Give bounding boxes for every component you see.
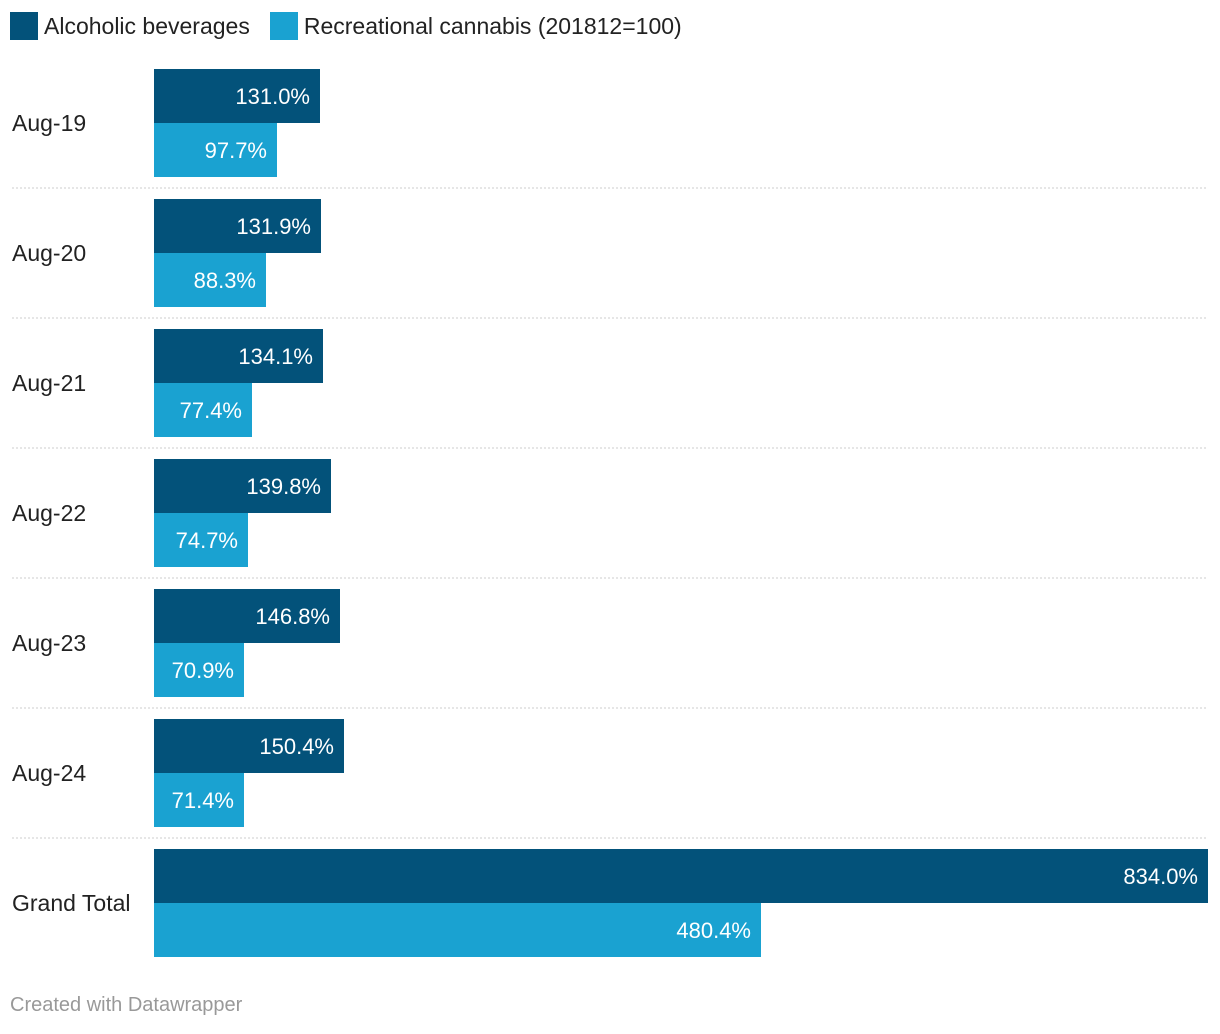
- category-label-aug-23: Aug-23: [12, 630, 86, 656]
- legend-label-alcoholic-beverages: Alcoholic beverages: [44, 12, 250, 39]
- bar-recreational-cannabis-aug-21: [154, 383, 252, 437]
- data-label-recreational-cannabis-grand-total: 480.4%: [676, 918, 751, 943]
- bar-recreational-cannabis-aug-19: [154, 123, 277, 177]
- data-label-alcoholic-beverages-grand-total: 834.0%: [1123, 864, 1198, 889]
- footer-credit: Created with Datawrapper: [10, 994, 243, 1016]
- bar-recreational-cannabis-aug-22: [154, 513, 248, 567]
- data-label-recreational-cannabis-aug-20: 88.3%: [194, 268, 256, 293]
- data-label-recreational-cannabis-aug-23: 70.9%: [172, 658, 234, 683]
- data-label-alcoholic-beverages-aug-22: 139.8%: [246, 474, 321, 499]
- category-label-aug-21: Aug-21: [12, 370, 86, 396]
- data-label-recreational-cannabis-aug-24: 71.4%: [172, 788, 234, 813]
- data-label-alcoholic-beverages-aug-20: 131.9%: [236, 214, 311, 239]
- data-label-alcoholic-beverages-aug-19: 131.0%: [235, 84, 310, 109]
- data-label-recreational-cannabis-aug-22: 74.7%: [176, 528, 238, 553]
- data-label-alcoholic-beverages-aug-24: 150.4%: [259, 734, 334, 759]
- legend-item-recreational-cannabis: Recreational cannabis (201812=100): [269, 12, 682, 40]
- legend: Alcoholic beverages Recreational cannabi…: [10, 12, 702, 40]
- category-label-grand-total: Grand Total: [12, 890, 130, 916]
- bar-alcoholic-beverages-aug-23: [154, 589, 340, 643]
- bar-alcoholic-beverages-aug-22: [154, 459, 331, 513]
- legend-swatch-recreational-cannabis: [269, 12, 298, 40]
- bar-recreational-cannabis-grand-total: [154, 903, 761, 957]
- bar-recreational-cannabis-aug-20: [154, 253, 266, 307]
- data-label-recreational-cannabis-aug-21: 77.4%: [180, 398, 242, 423]
- bar-alcoholic-beverages-aug-19: [154, 69, 320, 123]
- data-label-recreational-cannabis-aug-19: 97.7%: [205, 138, 267, 163]
- bar-alcoholic-beverages-aug-21: [154, 329, 323, 383]
- bar-alcoholic-beverages-aug-24: [154, 719, 344, 773]
- bar-recreational-cannabis-aug-23: [154, 643, 244, 697]
- category-label-aug-24: Aug-24: [12, 760, 86, 786]
- legend-label-recreational-cannabis: Recreational cannabis (201812=100): [303, 12, 682, 39]
- category-label-aug-19: Aug-19: [12, 110, 86, 136]
- data-label-alcoholic-beverages-aug-21: 134.1%: [238, 344, 313, 369]
- bar-recreational-cannabis-aug-24: [154, 773, 244, 827]
- category-label-aug-20: Aug-20: [12, 240, 86, 266]
- bar-alcoholic-beverages-grand-total: [154, 849, 1208, 903]
- legend-item-alcoholic-beverages: Alcoholic beverages: [10, 12, 250, 40]
- legend-swatch-alcoholic-beverages: [10, 12, 38, 40]
- bar-alcoholic-beverages-aug-20: [154, 199, 321, 253]
- category-label-aug-22: Aug-22: [12, 500, 86, 526]
- data-label-alcoholic-beverages-aug-23: 146.8%: [255, 604, 330, 629]
